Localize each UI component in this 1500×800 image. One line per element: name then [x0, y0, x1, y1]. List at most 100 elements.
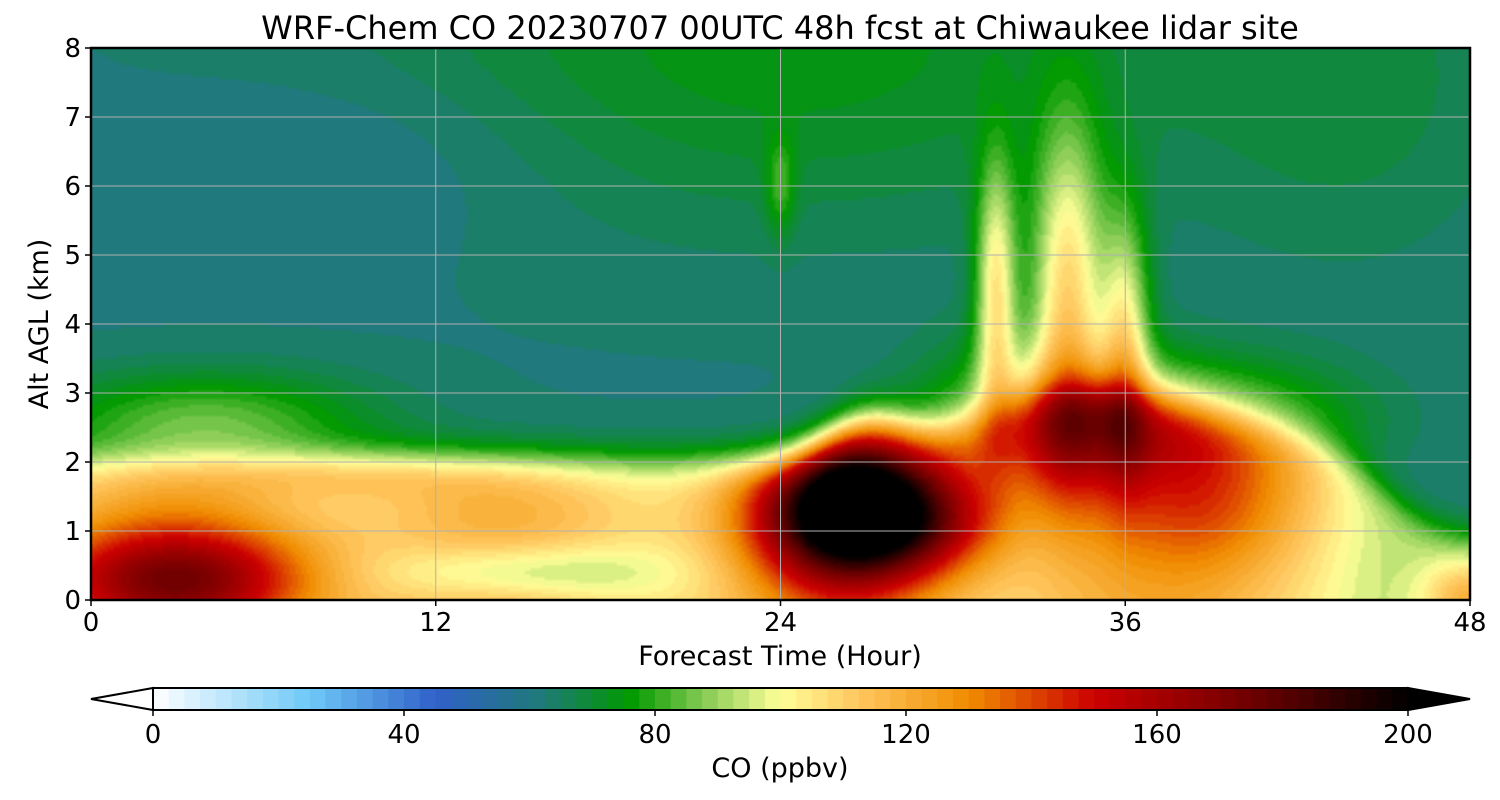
- x-tick-label: 12: [419, 608, 452, 638]
- colorbar-cell: [984, 688, 1001, 710]
- colorbar-cell: [937, 688, 954, 710]
- colorbar-cell: [498, 688, 515, 710]
- grid-lines: [91, 48, 1470, 600]
- colorbar-tick-label: 200: [1383, 720, 1433, 750]
- colorbar-cell: [764, 688, 782, 710]
- y-axis-label: Alt AGL (km): [24, 239, 55, 410]
- colorbar-cell: [874, 688, 891, 710]
- x-axis-label: Forecast Time (Hour): [638, 641, 922, 672]
- colorbar-cell: [1172, 688, 1189, 710]
- colorbar-cell: [262, 688, 280, 710]
- colorbar-cell: [278, 688, 295, 710]
- colorbar-cell: [1376, 688, 1393, 710]
- colorbar-cell: [1078, 688, 1095, 710]
- colorbar-cell: [341, 688, 358, 710]
- colorbar-cell: [1188, 688, 1205, 710]
- colorbar-cell: [858, 688, 876, 710]
- colorbar-cell: [717, 688, 735, 710]
- x-tick-label: 36: [1109, 608, 1142, 638]
- y-tick-label: 8: [64, 34, 81, 64]
- colorbar-cell: [372, 688, 389, 710]
- colorbar-cell: [168, 688, 185, 710]
- colorbar-tick-label: 40: [387, 720, 420, 750]
- colorbar-cell: [686, 688, 703, 710]
- colorbar-cell: [529, 688, 546, 710]
- colorbar-cell: [1282, 688, 1299, 710]
- colorbar-cell: [1251, 688, 1268, 710]
- colorbar-tick-label: 120: [881, 720, 931, 750]
- colorbar-cell: [184, 688, 201, 710]
- x-tick-label: 0: [83, 608, 100, 638]
- colorbar-cell: [843, 688, 860, 710]
- colorbar-cell: [639, 688, 656, 710]
- y-tick-label: 0: [64, 586, 81, 616]
- colorbar-cell: [1141, 688, 1158, 710]
- colorbar-label: CO (ppbv): [711, 753, 848, 784]
- colorbar: 0 40 80 120 160 200 CO (ppbv): [90, 686, 1471, 784]
- colorbar-cell: [1313, 688, 1331, 710]
- colorbar-cell: [1360, 688, 1378, 710]
- colorbar-cell: [968, 688, 986, 710]
- y-tick-label: 3: [64, 379, 81, 409]
- y-tick-label: 1: [64, 517, 81, 547]
- colorbar-cell: [309, 688, 327, 710]
- colorbar-cell: [702, 688, 719, 710]
- colorbar-cell: [576, 688, 593, 710]
- colorbar-cell: [404, 688, 421, 710]
- colorbar-cell: [607, 688, 625, 710]
- x-tick-label: 48: [1453, 608, 1486, 638]
- colorbar-tick-label: 80: [638, 720, 671, 750]
- colorbar-cell: [592, 688, 609, 710]
- y-tick-label: 5: [64, 241, 81, 271]
- colorbar-cell: [811, 688, 829, 710]
- colorbar-cell: [749, 688, 766, 710]
- y-tick-label: 7: [64, 103, 81, 133]
- colorbar-cell: [623, 688, 640, 710]
- y-axis-ticks: 0 1 2 3 4 5 6 7 8: [64, 34, 91, 616]
- colorbar-cell: [780, 688, 797, 710]
- colorbar-cell: [1219, 688, 1237, 710]
- colorbar-cell: [1031, 688, 1048, 710]
- colorbar-cell: [1157, 688, 1174, 710]
- colorbar-cell: [1015, 688, 1033, 710]
- colorbar-cell: [388, 688, 405, 710]
- colorbar-cell: [231, 688, 248, 710]
- colorbar-cell: [482, 688, 499, 710]
- colorbar-cell: [153, 688, 170, 710]
- colorbar-cell: [1329, 688, 1346, 710]
- colorbar-cell: [215, 688, 233, 710]
- colorbar-cell: [1266, 688, 1284, 710]
- colorbar-cell: [466, 688, 484, 710]
- colorbar-over-triangle: [1407, 686, 1471, 712]
- colorbar-cell: [906, 688, 923, 710]
- colorbar-cell: [953, 688, 970, 710]
- colorbar-cell: [1235, 688, 1252, 710]
- colorbar-tick-label: 0: [145, 720, 162, 750]
- colorbar-cell: [1125, 688, 1142, 710]
- colorbar-cell: [325, 688, 342, 710]
- y-tick-label: 2: [64, 448, 81, 478]
- colorbar-cell: [1062, 688, 1080, 710]
- colorbar-cell: [419, 688, 436, 710]
- y-tick-label: 4: [64, 310, 81, 340]
- colorbar-cell: [1109, 688, 1127, 710]
- colorbar-cell: [1298, 688, 1315, 710]
- colorbar-cell: [1204, 688, 1221, 710]
- colorbar-cell: [670, 688, 687, 710]
- colorbar-cell: [513, 688, 531, 710]
- x-axis-ticks: 0 12 24 36 48: [83, 600, 1487, 638]
- colorbar-cell: [294, 688, 311, 710]
- colorbar-ticks: 0 40 80 120 160 200: [145, 710, 1433, 750]
- colorbar-cell: [1047, 688, 1064, 710]
- colorbar-cell: [733, 688, 750, 710]
- colorbar-cell: [890, 688, 907, 710]
- y-tick-label: 6: [64, 172, 81, 202]
- colorbar-under-triangle: [90, 686, 154, 712]
- x-tick-label: 24: [764, 608, 797, 638]
- colorbar-cell: [200, 688, 217, 710]
- colorbar-cell: [1094, 688, 1111, 710]
- colorbar-cell: [921, 688, 938, 710]
- colorbar-cell: [560, 688, 578, 710]
- colorbar-cell: [1392, 688, 1409, 710]
